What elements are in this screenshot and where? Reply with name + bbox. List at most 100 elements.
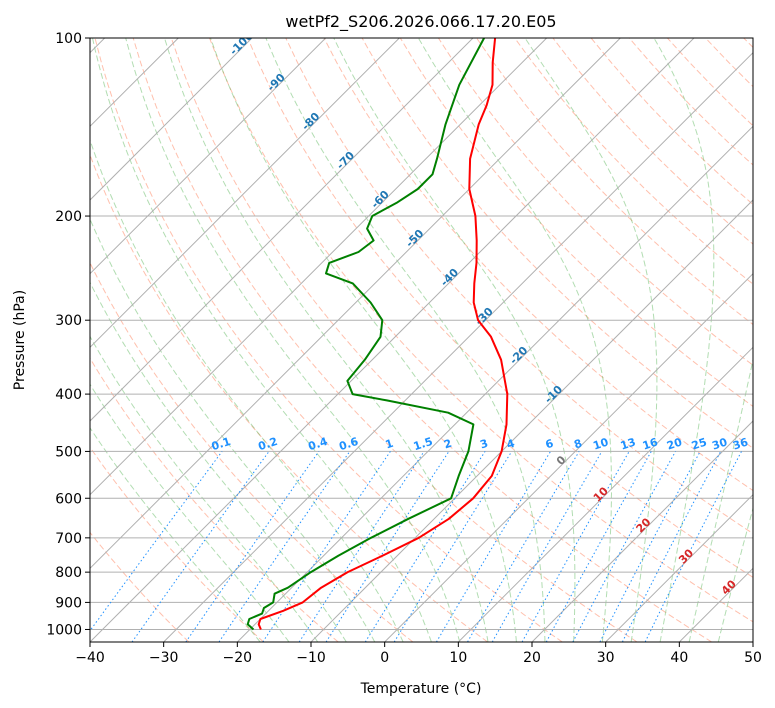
chart-title: wetPf2_S206.2026.066.17.20.E05	[285, 12, 556, 32]
dry-adiabat-line	[90, 261, 414, 642]
y-tick-label: 600	[55, 491, 82, 507]
y-tick-label: 100	[55, 31, 82, 47]
mixing-ratio-line	[545, 451, 652, 642]
dry-adiabat-line	[247, 38, 753, 578]
dry-adiabat-line	[90, 357, 339, 642]
mixing-ratio-line	[521, 451, 630, 642]
mixing-ratio-label: 3	[478, 437, 489, 452]
isotherm-gridline	[90, 38, 695, 642]
mixing-ratio-line	[644, 451, 742, 642]
isotherm-label: -90	[265, 71, 288, 94]
isotherm-label: -10	[542, 383, 565, 406]
mixing-ratio-label: 36	[731, 435, 750, 452]
warm-isotherm-label: 30	[676, 546, 696, 566]
mixing-ratio-line	[572, 451, 676, 642]
mixing-ratio-label: 30	[710, 435, 729, 452]
mixing-ratio-label: 4	[505, 437, 517, 452]
dry-adiabat-line	[705, 38, 753, 88]
mixing-ratio-line	[185, 451, 320, 642]
isotherm-gridline	[236, 125, 753, 642]
isotherm-gridline	[90, 38, 474, 422]
dry-adiabat-line	[90, 531, 190, 642]
dry-adiabat-line	[743, 38, 753, 49]
isotherm-gridline	[457, 346, 753, 642]
moist-adiabat-line	[92, 38, 432, 642]
mixing-ratio-line	[621, 451, 722, 642]
mixing-ratio-label: 8	[572, 437, 583, 452]
mixing-ratio-label: 20	[665, 435, 684, 452]
mixing-ratio-line	[218, 451, 351, 642]
y-tick-label: 700	[55, 531, 82, 547]
isotherm-gridline	[310, 199, 753, 642]
x-tick-label: 40	[670, 650, 688, 666]
mixing-ratio-label: 0.1	[210, 435, 233, 453]
dry-adiabat-line	[90, 153, 488, 642]
warm-isotherm-label: 40	[719, 577, 739, 597]
moist-adiabat-line	[265, 38, 546, 642]
dry-adiabat-line	[90, 446, 264, 642]
mixing-ratio-label: 6	[544, 437, 556, 452]
isotherm-gridline	[90, 38, 253, 201]
x-tick-label: 0	[380, 650, 389, 666]
x-tick-label: −40	[75, 650, 105, 666]
isotherm-label: -70	[334, 149, 357, 172]
mixing-ratio-line	[325, 451, 450, 642]
mixing-ratio-label: 2	[442, 437, 453, 452]
moist-adiabat-line	[90, 138, 404, 642]
axes: −40 −30 −20 −10 0 10 20 30 40 5010020030040050060…	[46, 31, 762, 666]
mixing-ratio-line	[599, 451, 701, 642]
mixing-ratio-label: 13	[619, 436, 638, 453]
moist-adiabat-line	[210, 38, 517, 642]
moist-adiabat-line	[653, 38, 715, 642]
mixing-ratio-line	[90, 451, 223, 632]
mixing-ratio-label: 16	[641, 435, 660, 452]
isotherm-gridline	[90, 38, 621, 570]
mixing-ratio-line	[393, 451, 513, 642]
moist-adiabat-line	[90, 427, 261, 642]
moist-adiabat-line	[90, 217, 376, 642]
dry-adiabat-line	[437, 38, 753, 366]
moist-adiabat-line	[125, 38, 461, 642]
moist-adiabat-line	[90, 383, 290, 642]
isotherm-label: -100	[227, 29, 256, 58]
y-tick-label: 200	[55, 209, 82, 225]
x-tick-label: −20	[223, 650, 253, 666]
dry-adiabat-line	[399, 38, 753, 408]
dry-adiabat-line	[170, 38, 712, 642]
isotherm-label: -80	[299, 110, 322, 133]
mixing-ratio-label: 0.2	[257, 435, 280, 453]
mixing-ratio-line	[435, 451, 552, 642]
moist-adiabat-line	[90, 281, 347, 642]
dry-adiabat-line	[132, 38, 638, 642]
temperature-profile-line	[257, 38, 509, 630]
x-axis-label: Temperature (°C)	[360, 681, 482, 697]
isotherm-label: -20	[507, 344, 530, 367]
x-tick-label: −10	[296, 650, 326, 666]
dewpoint-profile-line	[246, 38, 485, 631]
moist-adiabat-line	[164, 38, 489, 642]
isotherm-gridline	[752, 641, 753, 642]
plot-area: 0.1 0.2 0.4 0.6 1 1.5 2 3 4 6 8 10 13 16 20 25 30 36-100-…	[90, 29, 753, 642]
dry-adiabat-line	[94, 38, 563, 642]
x-tick-label: 20	[523, 650, 541, 666]
plot-frame	[89, 37, 754, 643]
y-tick-label: 900	[55, 595, 82, 611]
moist-adiabat-line	[524, 38, 658, 642]
moist-adiabat-line	[333, 38, 576, 642]
mixing-ratio-line	[262, 451, 391, 642]
isotherm-label: -40	[438, 266, 461, 289]
mixing-ratio-label: 0.4	[307, 435, 330, 453]
mixing-ratio-label: 1.5	[412, 435, 435, 453]
x-tick-label: 50	[744, 650, 762, 666]
y-tick-label: 400	[55, 387, 82, 403]
y-tick-label: 500	[55, 444, 82, 460]
isotherm-gridline	[90, 38, 327, 275]
moist-adiabat-line	[717, 506, 753, 642]
isotherm-gridline	[531, 420, 753, 642]
mixing-ratio-label: 0.6	[337, 435, 360, 453]
dry-adiabat-line	[476, 38, 753, 326]
moist-adiabat-line	[417, 38, 612, 642]
moist-adiabat-line	[688, 357, 753, 642]
mixing-ratio-line	[131, 451, 270, 642]
